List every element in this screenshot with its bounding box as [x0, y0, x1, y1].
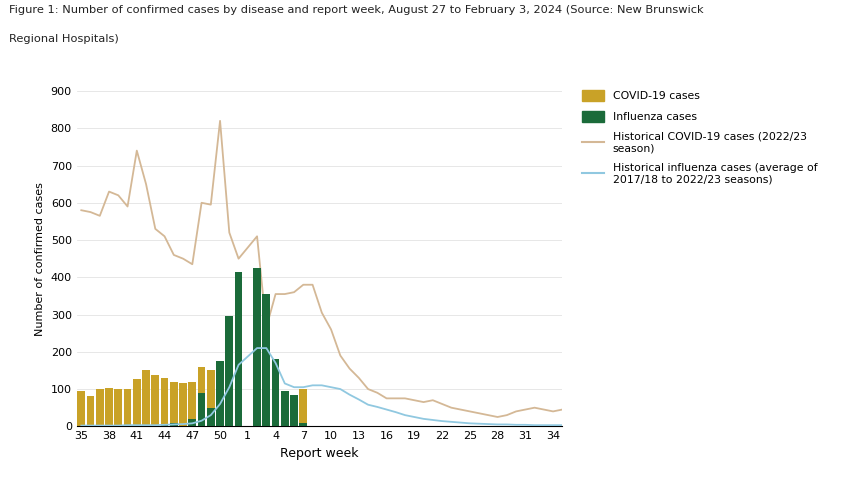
Bar: [253, 268, 261, 426]
Bar: [272, 359, 279, 426]
Bar: [96, 389, 104, 426]
Bar: [152, 375, 159, 426]
Text: Regional Hospitals): Regional Hospitals): [9, 34, 118, 44]
Bar: [234, 363, 243, 426]
Bar: [226, 317, 233, 426]
Bar: [198, 367, 205, 426]
Bar: [291, 395, 298, 426]
Bar: [188, 382, 196, 426]
Bar: [216, 361, 224, 426]
Bar: [179, 384, 187, 426]
Bar: [253, 365, 261, 426]
Bar: [133, 378, 141, 426]
Bar: [161, 378, 169, 426]
Bar: [299, 422, 308, 426]
Bar: [281, 391, 289, 426]
Bar: [198, 393, 205, 426]
X-axis label: Report week: Report week: [280, 447, 359, 460]
Bar: [170, 422, 178, 426]
Bar: [226, 352, 233, 426]
Bar: [291, 395, 298, 426]
Bar: [105, 388, 113, 426]
Bar: [207, 408, 215, 426]
Bar: [234, 272, 243, 426]
Bar: [114, 389, 122, 426]
Bar: [207, 370, 215, 426]
Y-axis label: Number of confirmed cases: Number of confirmed cases: [35, 182, 45, 336]
Bar: [262, 372, 270, 426]
Bar: [78, 391, 85, 426]
Bar: [124, 389, 131, 426]
Bar: [216, 374, 224, 426]
Bar: [87, 396, 95, 426]
Legend: COVID-19 cases, Influenza cases, Historical COVID-19 cases (2022/23
season), His: COVID-19 cases, Influenza cases, Histori…: [582, 90, 817, 184]
Bar: [299, 389, 308, 426]
Bar: [262, 294, 270, 426]
Bar: [142, 370, 150, 426]
Bar: [188, 419, 196, 426]
Bar: [170, 382, 178, 426]
Bar: [281, 391, 289, 426]
Text: Figure 1: Number of confirmed cases by disease and report week, August 27 to Feb: Figure 1: Number of confirmed cases by d…: [9, 5, 703, 15]
Bar: [161, 424, 169, 426]
Bar: [272, 389, 279, 426]
